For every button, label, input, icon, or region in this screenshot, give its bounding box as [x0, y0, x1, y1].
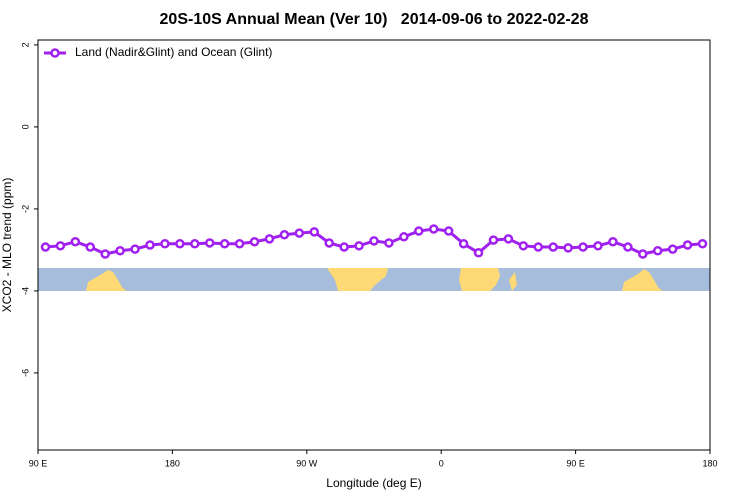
x-tick-label: 90 E [566, 458, 585, 468]
point [130, 244, 140, 254]
y-tick-label: -6 [20, 369, 30, 377]
point [533, 242, 544, 252]
point [309, 227, 320, 237]
point [548, 242, 558, 252]
point [473, 248, 484, 258]
point [234, 239, 245, 249]
point [593, 241, 603, 251]
point [264, 234, 275, 244]
point [339, 242, 349, 252]
y-axis-label: XCO2 - MLO trend (ppm) [0, 178, 14, 313]
y-tick-label: -2 [20, 205, 30, 213]
point [85, 242, 96, 252]
x-tick-label: 90 W [296, 458, 318, 468]
legend-marker [50, 48, 60, 58]
point [115, 245, 125, 256]
point [414, 226, 424, 236]
land [459, 268, 517, 291]
point [578, 242, 588, 252]
x-tick-label: 180 [702, 458, 717, 468]
point [428, 224, 439, 234]
map-strip [38, 268, 710, 291]
point [70, 236, 81, 247]
point [279, 230, 290, 240]
point [369, 236, 379, 246]
point [145, 240, 155, 250]
point [100, 249, 110, 259]
point [563, 243, 573, 253]
point [488, 235, 499, 245]
y-tick-label: 2 [20, 42, 30, 47]
point [175, 239, 185, 249]
point [518, 241, 529, 251]
point [608, 236, 618, 247]
land [86, 270, 126, 291]
point [638, 249, 648, 259]
point [697, 239, 708, 249]
point [219, 239, 230, 249]
x-tick-label: 0 [439, 458, 444, 468]
point [623, 242, 633, 252]
point [190, 239, 200, 249]
point [682, 240, 693, 250]
y-tick-label: 0 [20, 124, 30, 129]
x-tick-label: 90 E [29, 458, 48, 468]
point [354, 241, 364, 251]
chart-title: 20S-10S Annual Mean (Ver 10) 2014-09-06 … [160, 11, 589, 28]
point [443, 226, 454, 236]
point [384, 238, 394, 248]
legend-label: Land (Nadir&Glint) and Ocean (Glint) [75, 45, 272, 59]
point [204, 238, 215, 248]
land [622, 269, 662, 291]
x-tick-label: 180 [165, 458, 180, 468]
point [458, 239, 469, 249]
land [327, 268, 388, 291]
point [55, 241, 66, 251]
point [40, 242, 51, 252]
y-tick-label: -4 [20, 287, 30, 295]
point [294, 228, 305, 238]
point [399, 232, 409, 242]
point [503, 234, 514, 244]
point [652, 245, 663, 256]
plot-frame [37, 39, 711, 451]
point [160, 239, 170, 249]
point [324, 238, 334, 248]
x-axis-label: Longitude (deg E) [326, 476, 421, 490]
point [249, 236, 260, 247]
point [667, 244, 678, 254]
